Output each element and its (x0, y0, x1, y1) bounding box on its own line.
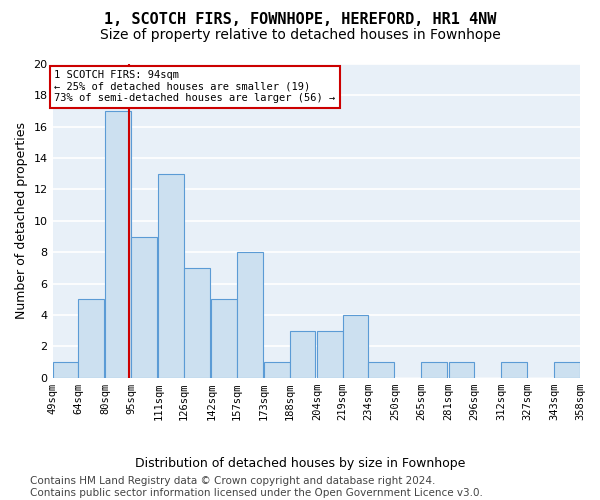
Bar (368, 362, 394, 378)
Bar (317, 330, 343, 378)
Bar (131, 236, 157, 378)
Y-axis label: Number of detached properties: Number of detached properties (15, 122, 28, 320)
Bar (554, 362, 580, 378)
Bar (184, 268, 209, 378)
Text: 1 SCOTCH FIRS: 94sqm
← 25% of detached houses are smaller (19)
73% of semi-detac: 1 SCOTCH FIRS: 94sqm ← 25% of detached h… (54, 70, 335, 104)
Bar (158, 174, 184, 378)
Text: Size of property relative to detached houses in Fownhope: Size of property relative to detached ho… (100, 28, 500, 42)
Bar (78, 299, 104, 378)
Bar (449, 362, 474, 378)
Bar (53, 362, 78, 378)
Bar (237, 252, 263, 378)
Bar (290, 330, 316, 378)
Bar (502, 362, 527, 378)
Bar (264, 362, 290, 378)
Bar (106, 111, 131, 378)
Bar (343, 315, 368, 378)
Text: Contains HM Land Registry data © Crown copyright and database right 2024.
Contai: Contains HM Land Registry data © Crown c… (30, 476, 483, 498)
Text: 1, SCOTCH FIRS, FOWNHOPE, HEREFORD, HR1 4NW: 1, SCOTCH FIRS, FOWNHOPE, HEREFORD, HR1 … (104, 12, 496, 28)
Bar (421, 362, 447, 378)
Bar (211, 299, 237, 378)
Text: Distribution of detached houses by size in Fownhope: Distribution of detached houses by size … (135, 458, 465, 470)
